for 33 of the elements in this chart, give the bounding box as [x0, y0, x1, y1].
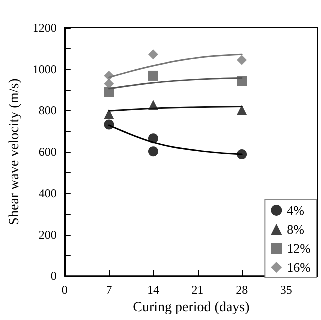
- point: [148, 134, 158, 144]
- point: [104, 120, 114, 130]
- x-tick-label: 35: [280, 283, 292, 298]
- x-tick-label: 0: [62, 283, 68, 298]
- point: [148, 70, 158, 81]
- point: [104, 79, 114, 90]
- y-tick-label: 600: [38, 145, 57, 160]
- y-tick-label: 400: [38, 186, 57, 200]
- point: [237, 105, 248, 116]
- point: [104, 70, 114, 81]
- legend-label: 12%: [287, 241, 312, 256]
- x-tick-label: 21: [192, 283, 204, 298]
- point: [148, 146, 158, 157]
- legend-label: 4%: [287, 203, 305, 218]
- legend-label: 8%: [287, 222, 305, 237]
- point: [104, 109, 114, 120]
- x-tick-label: 28: [236, 283, 248, 298]
- point: [237, 150, 248, 160]
- point: [237, 76, 248, 86]
- point: [148, 100, 158, 110]
- x-tick-label: 7: [106, 283, 112, 298]
- y-tick-label: 800: [38, 104, 57, 118]
- x-tick-label: 14: [147, 283, 160, 298]
- y-axis-title: Shear wave velocity (m/s): [8, 78, 22, 226]
- y-tick-label: 200: [38, 228, 57, 242]
- point: [104, 87, 114, 98]
- y-tick-label: 1000: [32, 62, 57, 76]
- y-tick-label: 1200: [32, 21, 57, 35]
- point: [237, 55, 248, 66]
- legend-label: 16%: [287, 260, 312, 275]
- x-axis-title: Curing period (days): [133, 300, 250, 316]
- point: [148, 50, 158, 60]
- y-tick-label: 0: [50, 269, 57, 284]
